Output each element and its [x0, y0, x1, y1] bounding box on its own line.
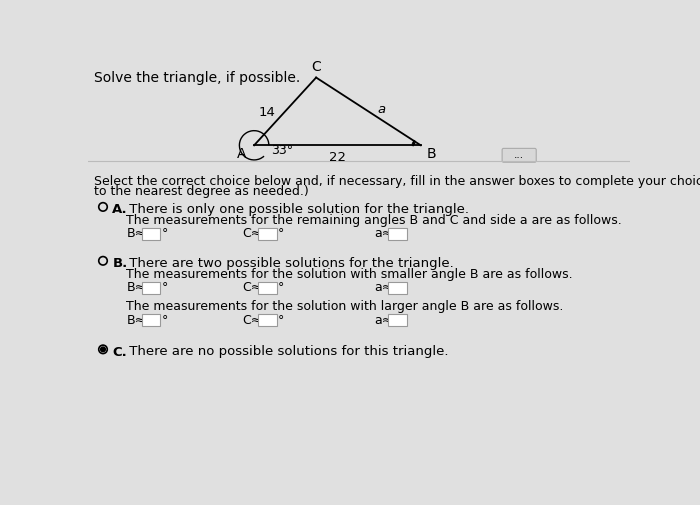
Text: A: A — [237, 147, 246, 161]
Text: The measurements for the remaining angles B and C and side a are as follows.: The measurements for the remaining angle… — [126, 214, 622, 227]
Bar — [258, 228, 276, 240]
Text: B≈: B≈ — [126, 227, 146, 240]
Bar — [389, 314, 407, 326]
Text: C.: C. — [112, 345, 127, 359]
Text: a≈: a≈ — [374, 314, 393, 327]
Text: Solve the triangle, if possible.: Solve the triangle, if possible. — [94, 71, 300, 85]
Bar — [389, 282, 407, 293]
Text: B≈: B≈ — [126, 281, 146, 294]
Text: There is only one possible solution for the triangle.: There is only one possible solution for … — [125, 203, 469, 216]
Text: 22: 22 — [329, 152, 346, 165]
Circle shape — [101, 347, 105, 351]
Text: C≈: C≈ — [242, 281, 262, 294]
Text: ...: ... — [514, 150, 524, 160]
Text: °: ° — [162, 281, 168, 294]
Text: There are two possible solutions for the triangle.: There are two possible solutions for the… — [125, 257, 454, 270]
Bar — [258, 314, 276, 326]
Text: °: ° — [278, 314, 284, 327]
Text: °: ° — [162, 314, 168, 327]
Text: °: ° — [162, 227, 168, 240]
Text: Select the correct choice below and, if necessary, fill in the answer boxes to c: Select the correct choice below and, if … — [94, 175, 700, 187]
Text: °: ° — [278, 227, 284, 240]
Text: 33°: 33° — [271, 144, 293, 157]
Text: C: C — [312, 61, 321, 74]
Text: B: B — [427, 147, 437, 161]
Bar — [141, 228, 160, 240]
Text: B≈: B≈ — [126, 314, 146, 327]
Text: The measurements for the solution with smaller angle B are as follows.: The measurements for the solution with s… — [126, 268, 573, 281]
FancyBboxPatch shape — [502, 148, 536, 162]
Text: 14: 14 — [259, 107, 276, 120]
Bar — [258, 282, 276, 293]
Text: There are no possible solutions for this triangle.: There are no possible solutions for this… — [125, 345, 448, 359]
Text: to the nearest degree as needed.): to the nearest degree as needed.) — [94, 185, 309, 198]
Text: The measurements for the solution with larger angle B are as follows.: The measurements for the solution with l… — [126, 300, 564, 313]
Text: B.: B. — [112, 257, 127, 270]
Text: C≈: C≈ — [242, 314, 262, 327]
Bar — [141, 314, 160, 326]
Text: a≈: a≈ — [374, 227, 393, 240]
Text: A.: A. — [112, 203, 128, 216]
Bar — [141, 282, 160, 293]
Bar — [389, 228, 407, 240]
Text: a: a — [378, 104, 386, 116]
Text: C≈: C≈ — [242, 227, 262, 240]
Text: a≈: a≈ — [374, 281, 393, 294]
Text: °: ° — [278, 281, 284, 294]
